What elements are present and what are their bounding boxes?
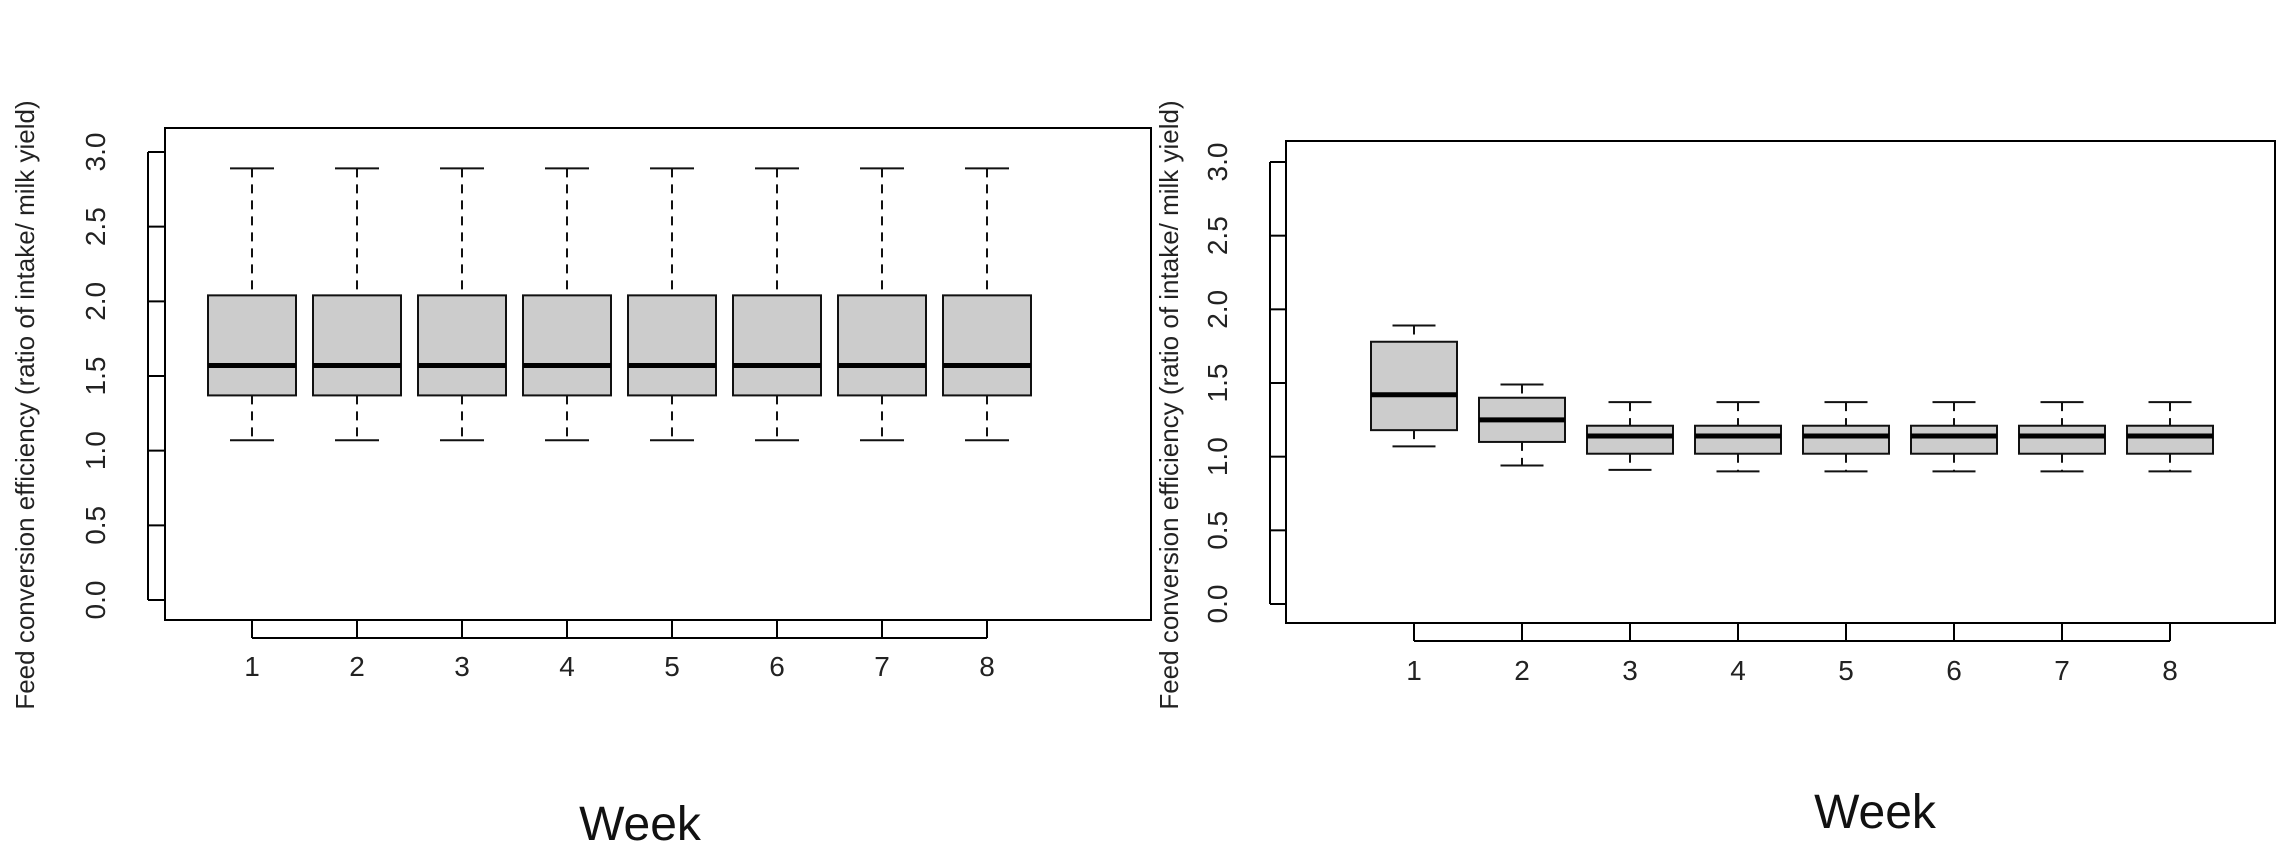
y-tick-label: 0.5: [80, 506, 111, 545]
x-axis-title: Week: [579, 798, 702, 849]
x-tick-label: 3: [454, 651, 470, 682]
y-tick-label: 3.0: [1202, 143, 1233, 182]
y-tick-label: 1.0: [1202, 437, 1233, 476]
iqr-box: [1370, 340, 1458, 432]
x-tick-label: 1: [244, 651, 260, 682]
x-tick-label: 8: [979, 651, 995, 682]
x-tick-label: 5: [664, 651, 680, 682]
x-tick-label: 4: [559, 651, 575, 682]
y-tick-label: 2.5: [80, 207, 111, 246]
x-tick-label: 5: [1838, 655, 1854, 686]
iqr-box: [732, 294, 822, 397]
y-tick-label: 1.0: [80, 431, 111, 470]
x-tick-label: 7: [874, 651, 890, 682]
x-axis-title: Week: [1814, 786, 1937, 839]
iqr-box: [1694, 424, 1782, 455]
x-tick-label: 6: [769, 651, 785, 682]
x-tick-label: 6: [1946, 655, 1962, 686]
iqr-box: [417, 294, 507, 397]
iqr-box: [942, 294, 1032, 397]
plot-frame: [164, 127, 1152, 621]
y-tick-label: 2.5: [1202, 216, 1233, 255]
iqr-box: [2018, 424, 2106, 455]
y-tick-label: 0.5: [1202, 511, 1233, 550]
y-axis-title: Feed conversion efficiency (ratio of int…: [10, 100, 40, 709]
x-tick-label: 1: [1406, 655, 1422, 686]
iqr-box: [1802, 424, 1890, 455]
y-tick-label: 0.0: [1202, 585, 1233, 624]
iqr-box: [522, 294, 612, 397]
right-boxplot-panel: 0.0 0.5 1.0 1.5 2.0 2.5 3.0 1 2 3 4 5 6 7 8 Feed conver…: [1154, 100, 2276, 839]
left-boxplot-panel: 0.0 0.5 1.0 1.5 2.0 2.5 3.0 1 2 3 4 5 6 7 8 Feed conver…: [10, 100, 1152, 849]
x-tick-label: 8: [2162, 655, 2178, 686]
y-tick-label: 2.0: [80, 282, 111, 321]
y-axis-title: Feed conversion efficiency (ratio of int…: [1154, 100, 1184, 709]
x-tick-label: 2: [1514, 655, 1530, 686]
iqr-box: [1910, 424, 1998, 455]
x-tick-label: 7: [2054, 655, 2070, 686]
y-tick-label: 2.0: [1202, 290, 1233, 329]
iqr-box: [837, 294, 927, 397]
y-tick-label: 1.5: [1202, 364, 1233, 403]
iqr-box: [1586, 424, 1674, 455]
x-tick-label: 4: [1730, 655, 1746, 686]
x-tick-label: 2: [349, 651, 365, 682]
iqr-box: [207, 294, 297, 397]
y-tick-label: 1.5: [80, 357, 111, 396]
iqr-box: [312, 294, 402, 397]
iqr-box: [2126, 424, 2214, 455]
y-tick-label: 0.0: [80, 581, 111, 620]
x-tick-label: 3: [1622, 655, 1638, 686]
iqr-box: [627, 294, 717, 397]
y-tick-label: 3.0: [80, 133, 111, 172]
